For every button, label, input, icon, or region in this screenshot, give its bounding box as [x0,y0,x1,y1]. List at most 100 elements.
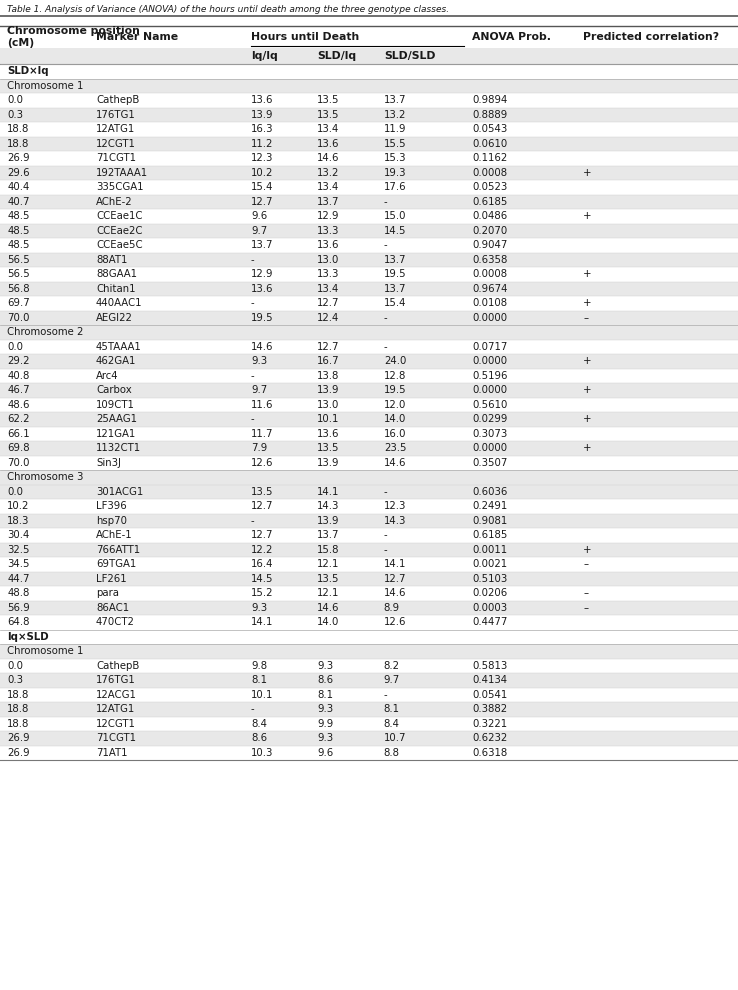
Text: 46.7: 46.7 [7,385,30,395]
Text: 0.0: 0.0 [7,95,24,105]
Text: 18.8: 18.8 [7,690,30,700]
Text: 10.1: 10.1 [251,690,273,700]
Bar [0,296,738,311]
Bar [0,630,738,644]
Text: 13.3: 13.3 [317,269,339,279]
Text: para: para [96,588,119,598]
Text: +: + [583,356,592,366]
Text: +: + [583,444,592,453]
Text: 44.7: 44.7 [7,574,30,584]
Text: 70.0: 70.0 [7,457,30,467]
Bar [0,484,738,499]
Text: +: + [583,414,592,425]
Text: 13.5: 13.5 [317,574,339,584]
Text: 0.0299: 0.0299 [472,414,508,425]
Text: 30.4: 30.4 [7,531,30,541]
Text: 13.5: 13.5 [317,110,339,120]
Text: 25AAG1: 25AAG1 [96,414,137,425]
Text: 66.1: 66.1 [7,429,30,439]
Text: 56.8: 56.8 [7,284,30,294]
Text: 12.1: 12.1 [317,559,339,569]
Bar [0,514,738,528]
Text: 29.6: 29.6 [7,167,30,178]
Text: 15.5: 15.5 [384,139,407,148]
Text: -: - [384,197,387,207]
Text: 440AAC1: 440AAC1 [96,298,142,308]
Text: 14.1: 14.1 [384,559,406,569]
Text: 8.9: 8.9 [384,603,400,613]
Text: 12.3: 12.3 [384,501,406,511]
Text: 13.4: 13.4 [317,125,339,135]
Text: +: + [583,298,592,308]
Bar [0,340,738,354]
Text: 0.0: 0.0 [7,660,24,671]
Text: 45TAAA1: 45TAAA1 [96,342,142,351]
Text: 40.8: 40.8 [7,370,30,381]
Text: 0.0: 0.0 [7,342,24,351]
Bar [0,78,738,93]
Bar [0,252,738,267]
Text: 10.2: 10.2 [7,501,30,511]
Text: 16.7: 16.7 [317,356,340,366]
Text: 8.6: 8.6 [317,675,334,685]
Text: 19.3: 19.3 [384,167,406,178]
Bar [0,586,738,601]
Text: 14.6: 14.6 [251,342,273,351]
Text: 18.8: 18.8 [7,139,30,148]
Text: -: - [384,690,387,700]
Bar [0,209,738,224]
Text: 301ACG1: 301ACG1 [96,487,143,497]
Text: 9.3: 9.3 [317,704,334,714]
Text: 0.0486: 0.0486 [472,211,508,221]
Text: -: - [251,704,255,714]
Text: -: - [251,298,255,308]
Text: 11.9: 11.9 [384,125,406,135]
Text: 15.4: 15.4 [251,182,273,192]
Text: -: - [384,531,387,541]
Bar [0,441,738,455]
Text: 13.9: 13.9 [317,385,339,395]
Bar [0,658,738,673]
Text: 26.9: 26.9 [7,734,30,743]
Text: 0.9894: 0.9894 [472,95,508,105]
Text: 8.4: 8.4 [251,719,267,729]
Text: 0.5196: 0.5196 [472,370,508,381]
Bar [0,325,738,340]
Text: 18.3: 18.3 [7,516,30,526]
Text: 18.8: 18.8 [7,704,30,714]
Bar [0,93,738,108]
Text: Carbox: Carbox [96,385,131,395]
Text: 15.4: 15.4 [384,298,406,308]
Bar [0,731,738,745]
Text: +: + [583,167,592,178]
Text: 14.1: 14.1 [251,617,273,628]
Text: -: - [384,241,387,250]
Text: 56.9: 56.9 [7,603,30,613]
Bar [0,455,738,470]
Text: 176TG1: 176TG1 [96,675,136,685]
Text: 9.9: 9.9 [317,719,334,729]
Text: 0.6185: 0.6185 [472,531,508,541]
Text: 13.5: 13.5 [317,444,339,453]
Text: 9.6: 9.6 [317,747,334,757]
Text: 0.0: 0.0 [7,487,24,497]
Text: 8.1: 8.1 [384,704,400,714]
Text: 71CGT1: 71CGT1 [96,153,136,163]
Text: 13.7: 13.7 [251,241,273,250]
Bar [0,499,738,514]
Bar [0,673,738,687]
Bar [0,48,738,64]
Text: 15.0: 15.0 [384,211,406,221]
Text: 8.1: 8.1 [317,690,334,700]
Text: 462GA1: 462GA1 [96,356,137,366]
Text: 14.3: 14.3 [384,516,406,526]
Bar [0,687,738,702]
Text: lq/lq: lq/lq [251,51,277,61]
Text: 0.2070: 0.2070 [472,226,508,236]
Text: 0.0610: 0.0610 [472,139,508,148]
Text: 9.7: 9.7 [251,226,267,236]
Text: 14.0: 14.0 [384,414,406,425]
Text: 71CGT1: 71CGT1 [96,734,136,743]
Text: 8.8: 8.8 [384,747,400,757]
Text: 19.5: 19.5 [384,385,407,395]
